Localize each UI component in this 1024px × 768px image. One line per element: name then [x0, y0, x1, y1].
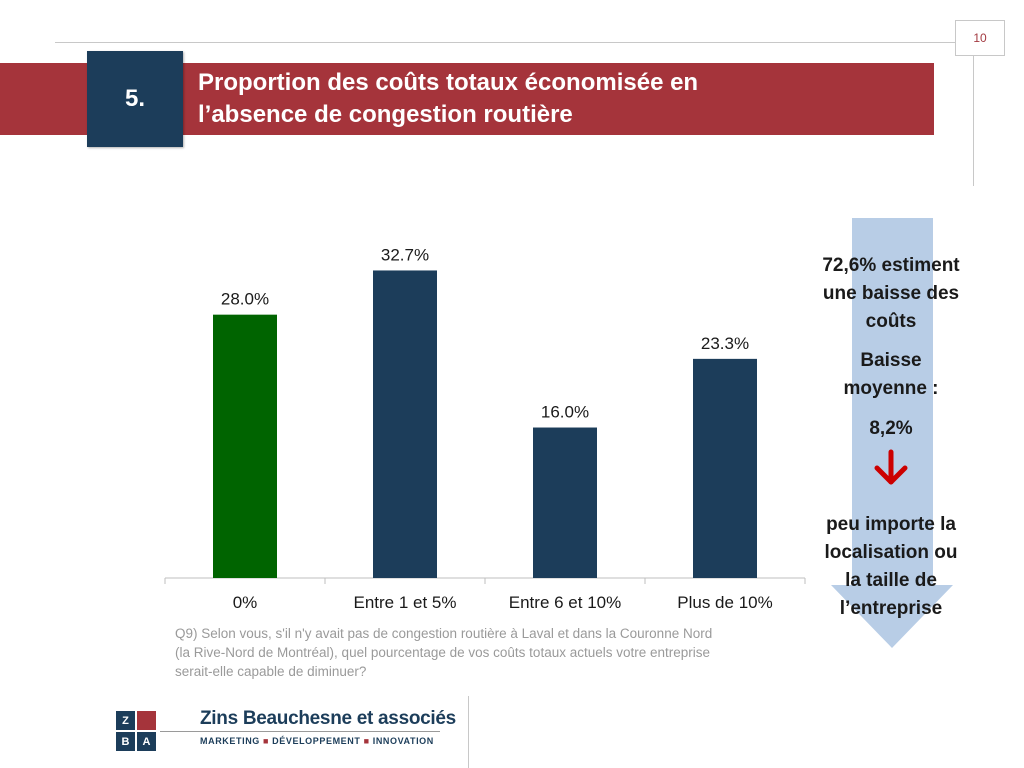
sidebar-conclusion-line-3: la taille de: [845, 570, 937, 591]
sidebar-average: Baisse moyenne :: [805, 347, 977, 403]
tagline-marketing: MARKETING: [200, 736, 260, 746]
sidebar-average-line-1: Baisse: [860, 350, 922, 371]
tagline-innovation: INNOVATION: [372, 736, 434, 746]
question-note-line-3: serait-elle capable de diminuer?: [175, 664, 367, 679]
company-name: Zins Beauchesne et associés: [200, 708, 456, 729]
page-title-line-2: l’absence de congestion routière: [198, 101, 573, 128]
company-tagline: MARKETING ■ DÉVELOPPEMENT ■ INNOVATION: [200, 736, 434, 746]
category-label-3: Entre 6 et 10%: [509, 593, 621, 612]
category-label-2: Entre 1 et 5%: [353, 593, 456, 612]
sidebar-summary-line-1: 72,6% estiment: [822, 255, 960, 276]
arrow-down-icon: [874, 449, 908, 485]
logo-cell-b: B: [116, 732, 135, 751]
sidebar-summary: 72,6% estiment une baisse des coûts: [805, 252, 977, 336]
bar-value-label-1: 28.0%: [221, 290, 269, 309]
company-logo: Z B A: [116, 711, 156, 751]
tagline-developpement: DÉVELOPPEMENT: [272, 736, 361, 746]
logo-cell-a: A: [137, 732, 156, 751]
sidebar-conclusion-line-4: l’entreprise: [839, 598, 943, 619]
page-title: Proportion des coûts totaux économisée e…: [198, 67, 898, 131]
bar-3: [533, 427, 597, 578]
category-label-1: 0%: [233, 593, 258, 612]
category-label-4: Plus de 10%: [677, 593, 772, 612]
sidebar-conclusion-line-1: peu importe la: [826, 514, 956, 535]
sidebar-summary-line-2: une baisse des: [822, 283, 960, 304]
bar-value-label-4: 23.3%: [701, 334, 749, 353]
bar-value-label-2: 32.7%: [381, 245, 429, 264]
sidebar-average-value: 8,2%: [869, 418, 913, 439]
logo-cell-z: Z: [116, 711, 135, 730]
page-number: 10: [955, 20, 1005, 56]
section-number: 5.: [87, 51, 183, 147]
bar-1: [213, 314, 277, 578]
question-note-line-2: (la Rive-Nord de Montréal), quel pourcen…: [175, 645, 711, 660]
bar-4: [693, 358, 757, 578]
question-note: Q9) Selon vous, s'il n'y avait pas de co…: [175, 624, 815, 681]
bar-chart: 28.0% 0% 32.7% Entre 1 et 5% 16.0% Entre 6 et…: [164, 245, 806, 612]
side-rule: [973, 56, 974, 186]
page-title-line-1: Proportion des coûts totaux économisée e…: [198, 69, 699, 96]
bar-2: [373, 270, 437, 578]
logo-cell-red: [137, 711, 156, 730]
top-rule: [55, 42, 955, 43]
sidebar-conclusion: peu importe la localisation ou la taille…: [805, 511, 977, 623]
logo-rule: [160, 731, 440, 732]
sidebar-summary-line-3: coûts: [865, 311, 917, 332]
footer-rule: [468, 696, 469, 768]
sidebar-conclusion-line-2: localisation ou: [824, 542, 958, 563]
sidebar-average-line-2: moyenne :: [843, 378, 939, 399]
bar-value-label-3: 16.0%: [541, 403, 589, 422]
question-note-line-1: Q9) Selon vous, s'il n'y avait pas de co…: [175, 626, 713, 641]
